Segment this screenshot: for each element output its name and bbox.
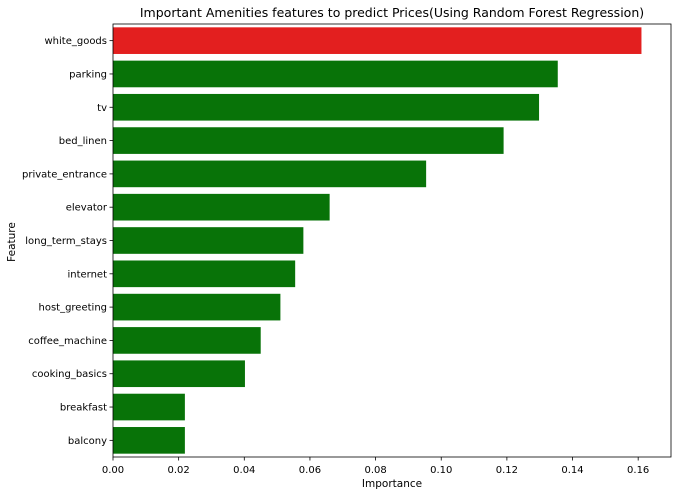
- x-tick-label: 0.16: [627, 465, 649, 476]
- x-axis-label: Importance: [362, 478, 422, 490]
- chart-title: Important Amenities features to predict …: [140, 5, 644, 20]
- bar-parking: [113, 60, 558, 88]
- y-tick-label: tv: [97, 103, 107, 114]
- x-tick-label: 0.10: [430, 465, 452, 476]
- bar-white-goods: [113, 27, 642, 54]
- plot-frame: [112, 23, 672, 458]
- x-tick-label: 0.04: [233, 465, 255, 476]
- y-tick-label: private_entrance: [22, 169, 107, 180]
- bar-internet: [113, 260, 296, 288]
- y-tick-label: long_term_stays: [25, 236, 107, 247]
- bar-breakfast: [113, 393, 185, 421]
- x-tick-label: 0.12: [496, 465, 518, 476]
- bar-tv: [113, 93, 540, 121]
- x-tick-label: 0.00: [102, 465, 124, 476]
- y-tick-label: host_greeting: [38, 303, 107, 314]
- y-tick-label: coffee_machine: [28, 336, 107, 347]
- bar-balcony: [113, 427, 185, 454]
- y-tick-label: breakfast: [60, 403, 107, 414]
- y-tick-label: elevator: [66, 203, 108, 214]
- bar-private-entrance: [113, 160, 427, 188]
- bar-bed-linen: [113, 127, 504, 154]
- y-tick-label: cooking_basics: [32, 369, 107, 380]
- bar-cooking-basics: [113, 360, 245, 388]
- x-tick-label: 0.14: [561, 465, 583, 476]
- bars-group: [113, 27, 642, 454]
- y-tick-label: balcony: [68, 436, 107, 447]
- bar-coffee-machine: [113, 327, 261, 354]
- y-axis-label: Feature: [6, 222, 18, 262]
- y-tick-label: parking: [69, 69, 107, 80]
- y-tick-label: bed_linen: [59, 136, 107, 147]
- x-tick-label: 0.02: [168, 465, 190, 476]
- y-tick-label: white_goods: [44, 36, 107, 47]
- x-ticks-group: 0.00 0.02 0.04 0.06 0.08 0.10 0.12 0.14 0.16: [102, 457, 649, 476]
- bar-elevator: [113, 193, 330, 221]
- bar-host-greeting: [113, 293, 281, 321]
- x-tick-label: 0.08: [364, 465, 386, 476]
- y-tick-label: internet: [67, 269, 107, 280]
- bar-long-term-stays: [113, 227, 304, 254]
- x-tick-label: 0.06: [299, 465, 321, 476]
